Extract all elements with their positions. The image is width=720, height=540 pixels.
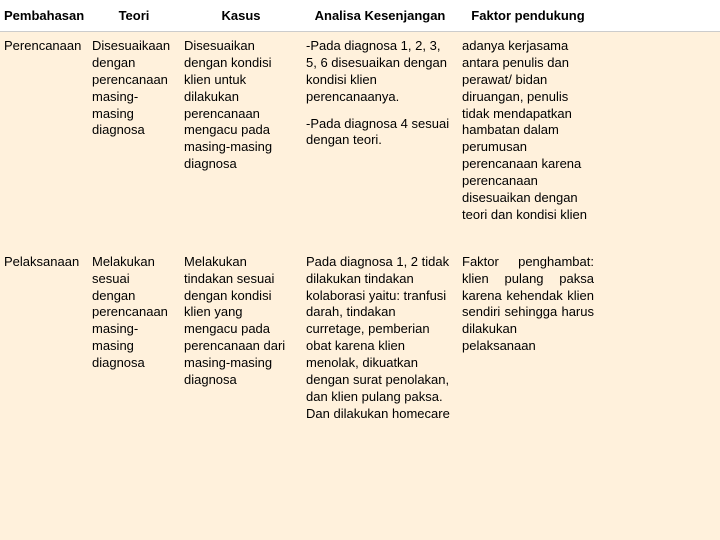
- row2-kasus: Melakukan tindakan sesuai dengan kondisi…: [180, 248, 302, 429]
- row1-teori: Disesuaikaan dengan perencanaan masing-m…: [88, 32, 180, 230]
- table-row: Pelaksanaan Melakukan sesuai dengan pere…: [0, 248, 720, 429]
- row2-pembahasan: Pelaksanaan: [0, 248, 88, 429]
- row2-teori: Melakukan sesuai dengan perencanaan masi…: [88, 248, 180, 429]
- header-faktor: Faktor pendukung: [458, 0, 598, 31]
- row1-faktor: adanya kerjasama antara penulis dan pera…: [458, 32, 598, 230]
- row2-analisa: Pada diagnosa 1, 2 tidak dilakukan tinda…: [302, 248, 458, 429]
- comparison-table: Pembahasan Teori Kasus Analisa Kesenjang…: [0, 0, 720, 540]
- row1-pembahasan: Perencanaan: [0, 32, 88, 230]
- row1-kasus: Disesuaikan dengan kondisi klien untuk d…: [180, 32, 302, 230]
- row2-faktor: Faktor penghambat: klien pulang paksa ka…: [458, 248, 598, 429]
- header-pembahasan: Pembahasan: [0, 0, 88, 31]
- row1-analisa: -Pada diagnosa 1, 2, 3, 5, 6 disesuaikan…: [302, 32, 458, 230]
- table-row: Perencanaan Disesuaikaan dengan perencan…: [0, 32, 720, 230]
- header-teori: Teori: [88, 0, 180, 31]
- header-kasus: Kasus: [180, 0, 302, 31]
- table-header-row: Pembahasan Teori Kasus Analisa Kesenjang…: [0, 0, 720, 32]
- header-analisa: Analisa Kesenjangan: [302, 0, 458, 31]
- table-body: Perencanaan Disesuaikaan dengan perencan…: [0, 32, 720, 540]
- spacer-row: [0, 230, 720, 248]
- row1-analisa-p2: -Pada diagnosa 4 sesuai dengan teori.: [306, 116, 454, 150]
- row1-analisa-p1: -Pada diagnosa 1, 2, 3, 5, 6 disesuaikan…: [306, 38, 454, 106]
